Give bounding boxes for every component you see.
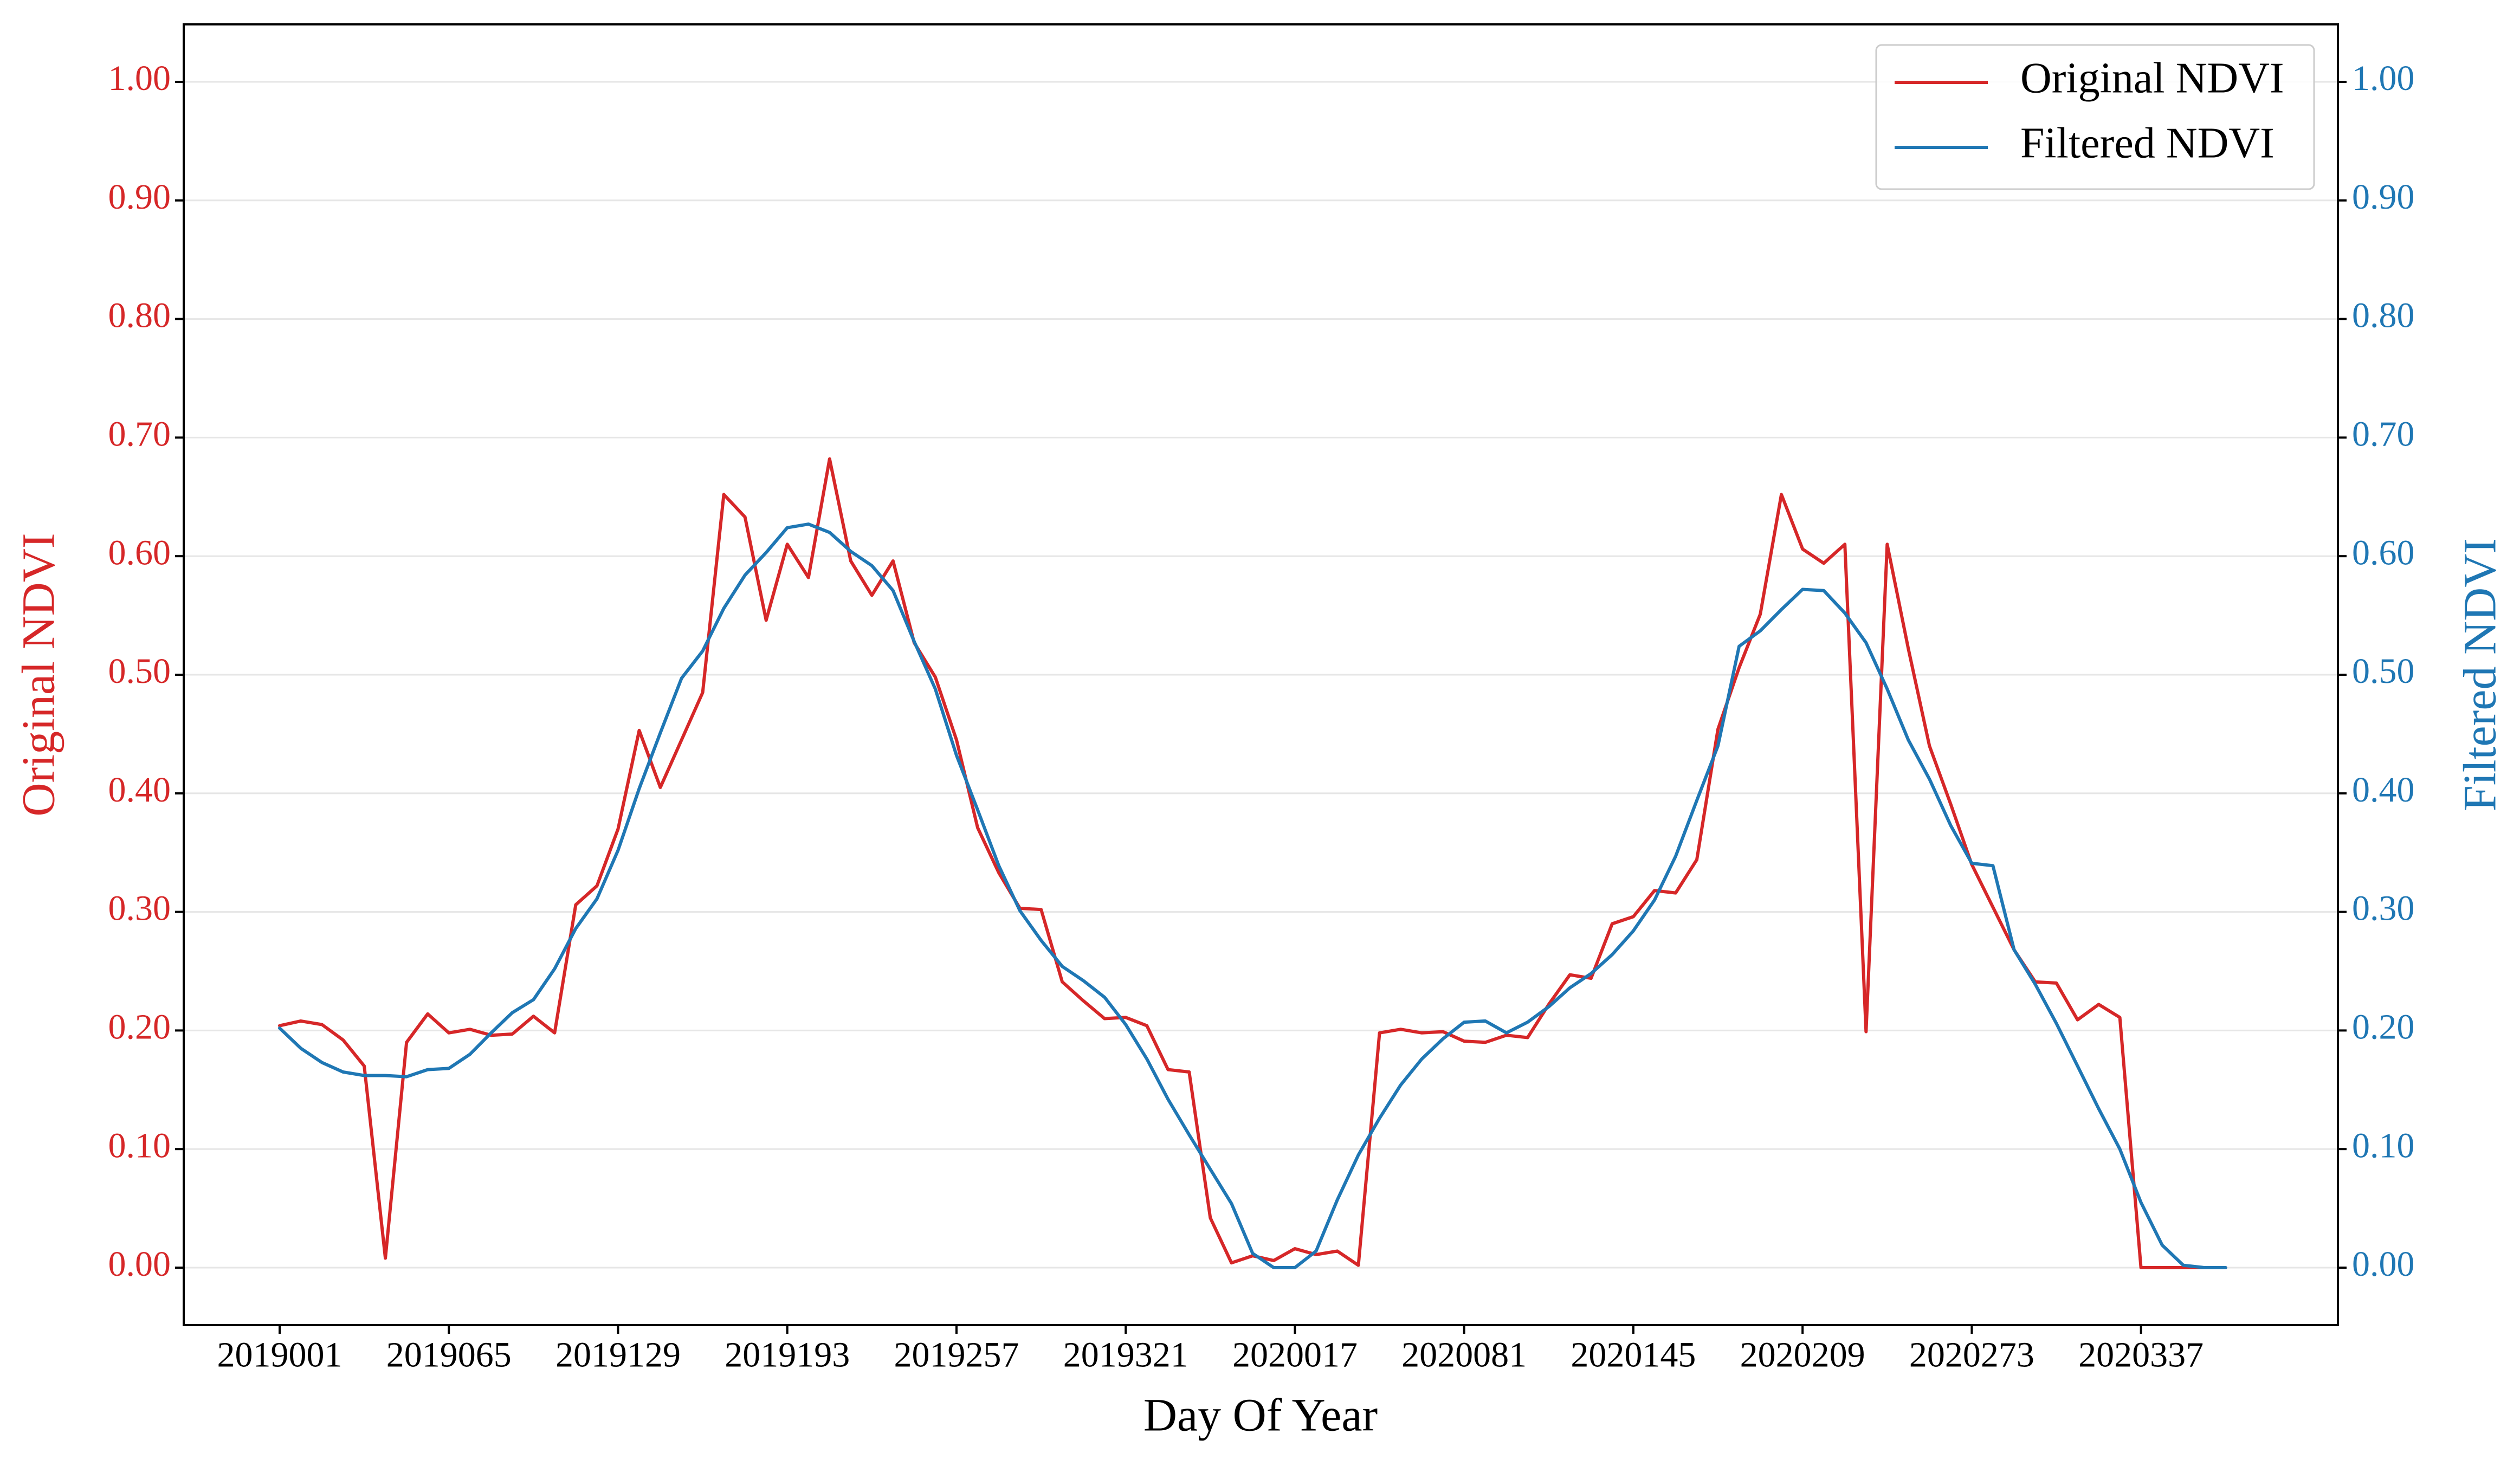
y-tick-label-left: 0.60	[108, 533, 171, 572]
series-lines	[278, 457, 2227, 1269]
y-tick-label-left: 0.90	[108, 177, 171, 217]
x-tick-label: 2019001	[217, 1335, 343, 1374]
y-tick-label-right: 0.00	[2352, 1244, 2415, 1284]
x-tick-label: 2020273	[1909, 1335, 2034, 1374]
y-tick-label-left: 0.40	[108, 770, 171, 810]
x-tick-label: 2020081	[1401, 1335, 1527, 1374]
x-tick-label: 2020337	[2078, 1335, 2204, 1374]
y-axis-title-right: Filtered NDVI	[2454, 538, 2506, 811]
x-tick-label: 2019321	[1063, 1335, 1188, 1374]
y-tick-label-right: 0.30	[2352, 889, 2415, 928]
y-tick-label-right: 0.20	[2352, 1008, 2415, 1047]
y-tick-label-left: 0.50	[108, 651, 171, 691]
legend: Original NDVI Filtered NDVI	[1875, 44, 2315, 190]
x-tick-label: 2020145	[1571, 1335, 1696, 1374]
legend-label-original: Original NDVI	[2020, 54, 2284, 102]
series-line-original	[278, 457, 2227, 1269]
x-tick-label: 2019065	[386, 1335, 512, 1374]
y-tick-label-right: 0.80	[2352, 296, 2415, 335]
legend-label-filtered: Filtered NDVI	[2020, 119, 2275, 167]
y-tick-label-left: 0.80	[108, 296, 171, 335]
y-tick-label-left: 0.10	[108, 1126, 171, 1165]
y-tick-label-left: 0.70	[108, 415, 171, 454]
axis-ticks: 0.00 0.00 0.10 0.10 0.20 0.20 0.30 0.30 0.40 0.40…	[108, 59, 2415, 1374]
x-tick-label: 2019193	[725, 1335, 850, 1374]
y-tick-label-right: 0.60	[2352, 533, 2415, 572]
y-axis-title-left: Original NDVI	[12, 533, 64, 816]
y-tick-label-right: 0.40	[2352, 770, 2415, 810]
y-tick-label-right: 1.00	[2352, 59, 2415, 98]
x-tick-label: 2020017	[1232, 1335, 1358, 1374]
series-line-filtered	[278, 522, 2227, 1269]
x-axis-title: Day Of Year	[1143, 1389, 1378, 1441]
y-tick-label-right: 0.10	[2352, 1126, 2415, 1165]
x-tick-label: 2019129	[555, 1335, 681, 1374]
y-tick-label-left: 0.00	[108, 1244, 171, 1284]
y-tick-label-left: 1.00	[108, 59, 171, 98]
y-tick-label-left: 0.30	[108, 889, 171, 928]
x-tick-label: 2019257	[894, 1335, 1019, 1374]
y-tick-label-left: 0.20	[108, 1008, 171, 1047]
y-tick-label-right: 0.90	[2352, 177, 2415, 217]
x-tick-label: 2020209	[1740, 1335, 1865, 1374]
y-tick-label-right: 0.50	[2352, 651, 2415, 691]
grid-lines	[184, 81, 2338, 1269]
y-tick-label-right: 0.70	[2352, 415, 2415, 454]
